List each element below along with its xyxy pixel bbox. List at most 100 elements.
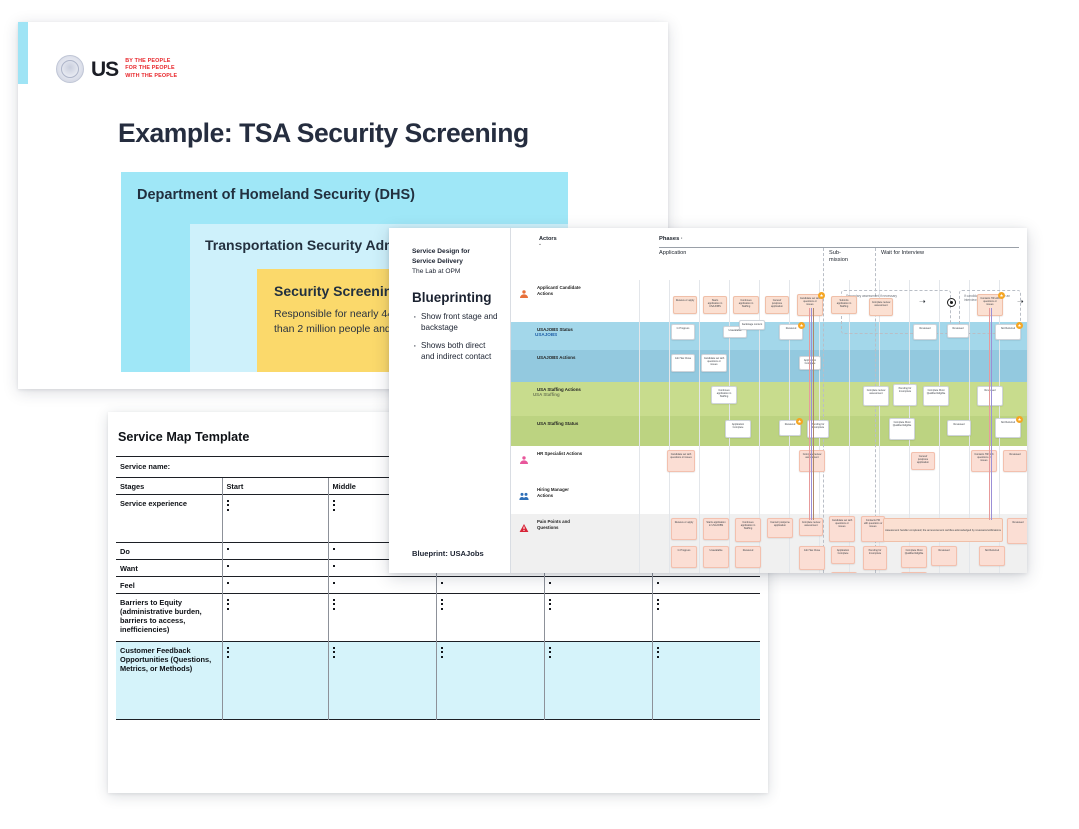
table-cell[interactable] [543,576,652,594]
column-separator [669,280,670,573]
table-cell[interactable] [435,593,544,642]
sticky-note[interactable]: Candidate set with questions or issues [667,450,695,472]
table-cell[interactable] [651,576,760,594]
table-cell[interactable] [435,576,544,594]
sticky-note-text: Reviewed [938,548,950,552]
sticky-note[interactable]: Starts application in USAJOBS [703,518,729,540]
sticky-note[interactable]: Not Referred [979,546,1005,566]
sticky-note[interactable]: Cancel/ postpone application [765,296,789,314]
table-cell[interactable] [327,593,436,642]
table-cell[interactable] [221,542,328,560]
table-cell[interactable] [543,593,652,642]
table-cell[interactable] [543,641,652,720]
sticky-note-text: Reviewed [952,326,964,330]
long-annotation-note[interactable]: Assessment handler completed; the announ… [883,518,1003,542]
sticky-note[interactable]: Reviewed [1003,450,1027,472]
table-cell[interactable] [221,494,328,543]
connector-line [989,308,991,520]
sticky-note[interactable]: Complete Most Qualified Eligible [923,386,949,406]
table-cell[interactable] [221,593,328,642]
sticky-note[interactable]: Candidate set with questions or issues [829,516,855,542]
gear-icon[interactable] [947,298,956,307]
sticky-note[interactable]: Job Has Close [799,546,825,570]
sticky-note[interactable]: Received ★ [779,418,803,436]
sticky-note[interactable]: Submits application in Staffing [831,296,857,314]
sticky-note[interactable]: In Progress [671,546,697,568]
sticky-note[interactable]: Cancel/ postpone application [911,452,935,470]
sticky-note[interactable]: Pending for Incomplete [863,546,887,570]
sticky-note[interactable]: Receive or apply [673,296,697,314]
bullet-list [226,646,324,658]
bullet-dot [226,651,229,654]
sticky-note[interactable]: Received [735,546,761,568]
table-cell[interactable] [651,593,760,642]
sticky-note[interactable]: Reviewed [947,420,971,436]
sticky-note[interactable]: Reviewed [931,546,957,566]
bullet-dot [332,582,335,584]
sticky-note-text: Received [785,326,797,330]
sticky-note[interactable]: Continues application in Staffing [733,296,759,314]
sticky-note-text: Job Has Close [674,356,692,360]
sticky-note[interactable]: Complete review assessment [863,386,889,406]
sticky-note[interactable]: Application Complete [831,546,855,564]
sticky-note[interactable]: Pending for Incomplete [807,420,829,438]
arrow-right-icon[interactable]: ➝ [1017,297,1024,306]
sticky-note[interactable]: Reviewed [913,324,937,340]
sticky-note[interactable]: Cancel/ postpone application [767,518,793,538]
bullet-dot [332,651,335,654]
sticky-note[interactable]: Not Referred ★ [995,416,1023,438]
sticky-note[interactable]: Complete review assessment [869,298,893,316]
sticky-note[interactable]: Reviewed [1007,518,1027,544]
table-cell[interactable] [327,576,436,594]
sticky-note[interactable]: Receive or apply [671,518,697,540]
sticky-note[interactable]: Continues application in Staffing [735,518,761,542]
sticky-note[interactable]: Starts application in USAJOBS [703,296,727,314]
sticky-note[interactable]: Unavailable [703,546,729,568]
table-cell[interactable] [651,641,760,720]
bullet-dot [332,548,335,550]
sticky-note[interactable]: Candidate set with questions or issues ★ [797,292,825,316]
sticky-note[interactable]: Candidate set with questions or issues [701,354,727,372]
bullet-dot [332,508,335,511]
tagline-line-1: BY THE PEOPLE [125,58,171,65]
bullet-dot [656,655,659,658]
sticky-note[interactable]: Pending for Incomplete [893,384,917,406]
sticky-note[interactable]: Job Has Close [671,354,695,372]
star-badge: ★ [998,292,1005,299]
sticky-note[interactable]: Complete review assessment [799,518,823,536]
table-cell[interactable] [221,641,328,720]
table-cell[interactable] [435,641,544,720]
slide-card: US BY THE PEOPLE FOR THE PEOPLE WITH THE… [18,22,668,389]
sticky-note-text: Not Referred [1000,420,1016,424]
table-cell[interactable] [327,641,436,720]
bullet-dot [332,599,335,601]
sticky-note-text: Application Complete [836,548,850,555]
sticky-note[interactable]: Contacts HR with questions or issues [971,450,997,472]
sticky-note[interactable]: Received ★ [779,322,805,340]
sticky-note[interactable]: Complete Most Qualified Eligible [889,418,915,440]
blueprint-brand: Service Design for Service Delivery The … [412,247,470,277]
security-screening-title: Security Screening [274,283,401,299]
sticky-note-text: Candidate set with questions or issues [799,296,821,307]
sticky-note[interactable]: In Progress [671,324,695,340]
bullet-dot [332,655,335,658]
bullet-list [226,598,324,610]
sticky-note-text: Reviewed [919,326,931,330]
sticky-note[interactable]: Reviewed [947,324,969,338]
sticky-note[interactable]: Not Referred ★ [995,322,1023,340]
sticky-note-text: Contacts HR with questions or issues [980,296,1000,307]
blueprint-heading: Blueprinting [412,290,492,305]
sticky-note[interactable]: Contacts HR with questions or issues [861,516,885,542]
phase-separator [823,248,824,573]
arrow-right-icon[interactable]: ➝ [919,297,926,306]
actors-header: Actors · [539,236,557,249]
sticky-note[interactable]: Continues application in Staffing [711,386,737,404]
sticky-note[interactable]: Continues application in Staffing [901,572,927,573]
sticky-note[interactable]: Complete Most Qualified Eligible [901,546,927,568]
table-cell[interactable] [221,559,328,577]
sticky-note[interactable]: Candidate set with questions or issues [831,572,857,573]
column-separator [639,280,640,573]
sticky-note[interactable]: Application Complete [725,420,751,438]
lane-label: USA Staffing Status [537,421,579,426]
table-cell[interactable] [221,576,328,594]
